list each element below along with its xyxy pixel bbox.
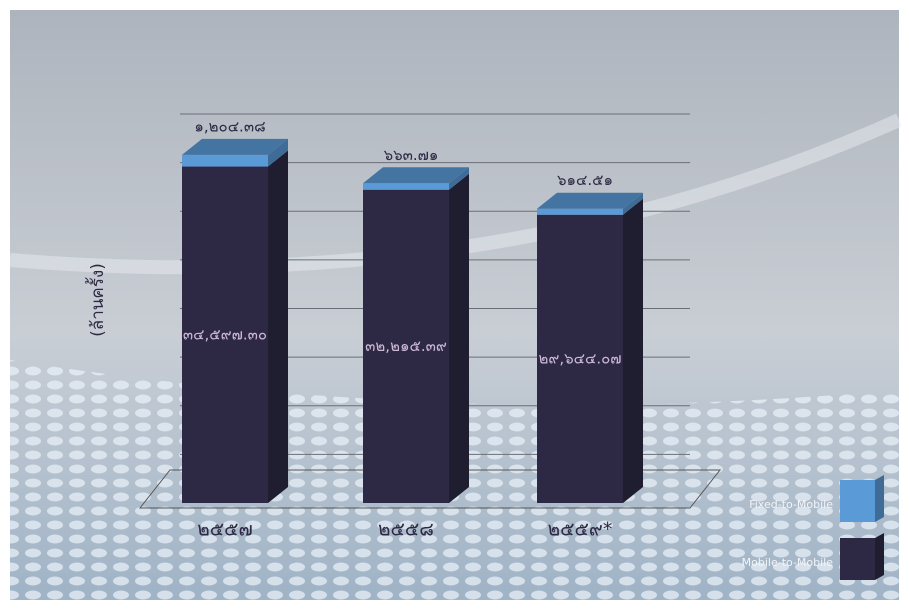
bar bbox=[182, 166, 268, 503]
value-label: ๒๙,๖๔๔.๐๗ bbox=[538, 349, 621, 367]
legend-swatch-side bbox=[875, 475, 884, 522]
background-swoosh bbox=[9, 113, 902, 275]
value-label: ๑,๒๐๔.๓๘ bbox=[194, 117, 265, 135]
value-label: ๖๑๔.๕๑ bbox=[557, 171, 613, 189]
legend-label: Fixed-to-Mobile bbox=[749, 498, 833, 511]
bar-side bbox=[268, 150, 288, 503]
x-tick-label: ๒๕๕๙* bbox=[548, 519, 613, 541]
bar bbox=[363, 189, 449, 504]
legend-swatch bbox=[840, 538, 875, 580]
bar-side bbox=[268, 138, 288, 167]
bar bbox=[363, 183, 449, 190]
legend-swatch bbox=[840, 480, 875, 522]
floor bbox=[138, 469, 722, 509]
bar-side bbox=[623, 198, 643, 503]
x-tick-label: ๒๕๕๘ bbox=[378, 519, 434, 541]
bar-top bbox=[537, 192, 643, 209]
bar bbox=[537, 208, 623, 215]
bar-top bbox=[182, 138, 288, 155]
x-tick-label: ๒๕๕๗ bbox=[197, 519, 253, 541]
bar-top bbox=[363, 167, 469, 184]
legend-label: Mobile-to-Mobile bbox=[742, 556, 834, 569]
bar bbox=[537, 214, 623, 503]
legend-swatch-side bbox=[875, 533, 884, 580]
bar-side bbox=[449, 173, 469, 504]
bar bbox=[182, 154, 268, 167]
bar-side bbox=[623, 192, 643, 215]
value-label: ๓๒,๒๑๕.๓๙ bbox=[365, 337, 447, 355]
value-label: ๖๖๓.๗๑ bbox=[384, 146, 439, 164]
bar-side bbox=[449, 167, 469, 190]
y-axis-label: (ล้านครั้ง) bbox=[85, 263, 108, 337]
value-label: ๓๔,๕๙๗.๓๐ bbox=[183, 325, 267, 343]
